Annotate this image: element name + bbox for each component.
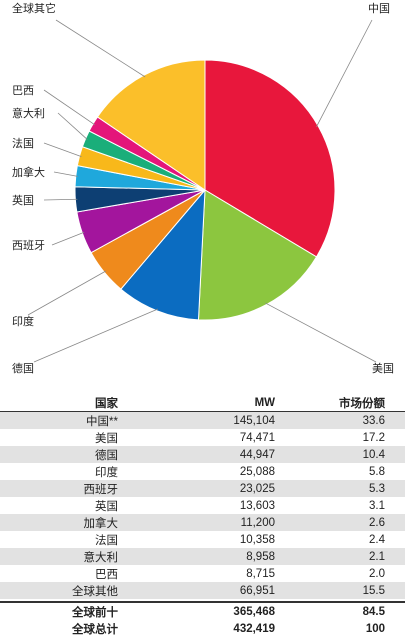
table-totals: 全球前十 365,468 84.5 全球总计 432,419 100 [0,601,405,637]
data-table: 国家 MW 市场份额 中国** 145,104 33.6 美国 74,471 17.2 德国… [0,394,405,637]
slice-label: 意大利 [12,106,45,120]
slice-label: 全球其它 [12,1,56,15]
pie-slice [204,59,336,258]
cell-mw: 25,088 [239,465,275,478]
cell-country: 全球总计 [72,623,118,636]
leader-line [51,231,85,246]
cell-mw: 8,715 [246,567,275,580]
slice-label: 印度 [12,314,34,328]
table-row: 德国 44,947 10.4 [0,446,405,463]
leader-line [43,89,96,126]
leader-line [316,19,373,128]
leader-line [53,171,78,177]
leader-line [55,19,146,78]
cell-mw: 66,951 [239,584,275,597]
cell-mw: 13,603 [239,499,275,512]
table-total-row: 全球前十 365,468 84.5 [0,601,405,620]
cell-country: 中国** [86,415,118,428]
pie-slice [120,188,206,321]
table-row: 巴西 8,715 2.0 [0,565,405,582]
cell-share: 10.4 [362,448,385,461]
cell-mw: 10,358 [239,533,275,546]
cell-share: 2.1 [369,550,385,563]
header-country: 国家 [95,397,118,410]
table-row: 法国 10,358 2.4 [0,531,405,548]
cell-country: 西班牙 [83,483,119,496]
leader-line [43,142,82,157]
cell-share: 17.2 [362,431,385,444]
table-header-row: 国家 MW 市场份额 [0,394,405,412]
pie-slice [197,189,318,321]
cell-mw: 44,947 [239,448,275,461]
leader-line [33,308,159,363]
table-row: 加拿大 11,200 2.6 [0,514,405,531]
cell-country: 全球其他 [72,585,118,598]
cell-share: 84.5 [362,605,385,618]
slice-label: 法国 [12,136,34,150]
table-total-row: 全球总计 432,419 100 [0,620,405,637]
table-row: 英国 13,603 3.1 [0,497,405,514]
cell-share: 2.0 [369,567,385,580]
cell-country: 法国 [95,534,118,547]
cell-country: 美国 [95,432,118,445]
slice-label: 西班牙 [12,239,45,252]
cell-country: 意大利 [83,551,119,564]
pie-chart-area: 中国美国 德国 印度 西班牙 英国 加拿大 法国 意大利 巴西 全球其它 [12,1,394,375]
cell-share: 3.1 [369,499,385,512]
cell-mw: 432,419 [233,622,275,635]
cell-mw: 11,200 [240,516,275,529]
cell-country: 全球前十 [72,606,118,619]
table-row: 印度 25,088 5.8 [0,463,405,480]
cell-mw: 365,468 [233,605,275,618]
slice-label: 中国 [368,2,390,15]
cell-country: 英国 [95,500,118,513]
cell-share: 33.6 [362,414,385,427]
table-row: 意大利 8,958 2.1 [0,548,405,565]
cell-mw: 8,958 [246,550,275,563]
slice-label: 美国 [372,362,394,375]
pie-slice [96,59,206,191]
slice-label: 德国 [12,361,34,375]
cell-share: 100 [365,622,385,635]
cell-country: 加拿大 [83,517,119,530]
leader-line [43,198,78,201]
leader-line [27,270,107,316]
leader-line [57,112,88,140]
slice-label: 英国 [12,193,34,207]
cell-share: 15.5 [362,584,385,597]
cell-mw: 145,104 [233,414,275,427]
slice-label: 巴西 [12,84,34,97]
slice-label: 加拿大 [12,165,45,179]
cell-share: 5.8 [369,465,385,478]
cell-share: 2.6 [369,516,385,529]
header-share: 市场份额 [339,397,385,410]
table-row: 美国 74,471 17.2 [0,429,405,446]
table-row: 中国** 145,104 33.6 [0,412,405,429]
cell-share: 2.4 [369,533,385,546]
cell-country: 德国 [95,449,118,462]
leader-line [265,302,377,363]
table-row: 全球其他 66,951 15.5 [0,582,405,599]
cell-mw: 74,471 [239,431,275,444]
cell-country: 巴西 [95,568,118,581]
table-body: 中国** 145,104 33.6 美国 74,471 17.2 德国 44,947 10.4 印… [0,412,405,599]
header-mw: MW [254,396,275,409]
cell-share: 5.3 [369,482,385,495]
cell-mw: 23,025 [239,482,275,495]
cell-country: 印度 [95,466,118,479]
table-row: 西班牙 23,025 5.3 [0,480,405,497]
